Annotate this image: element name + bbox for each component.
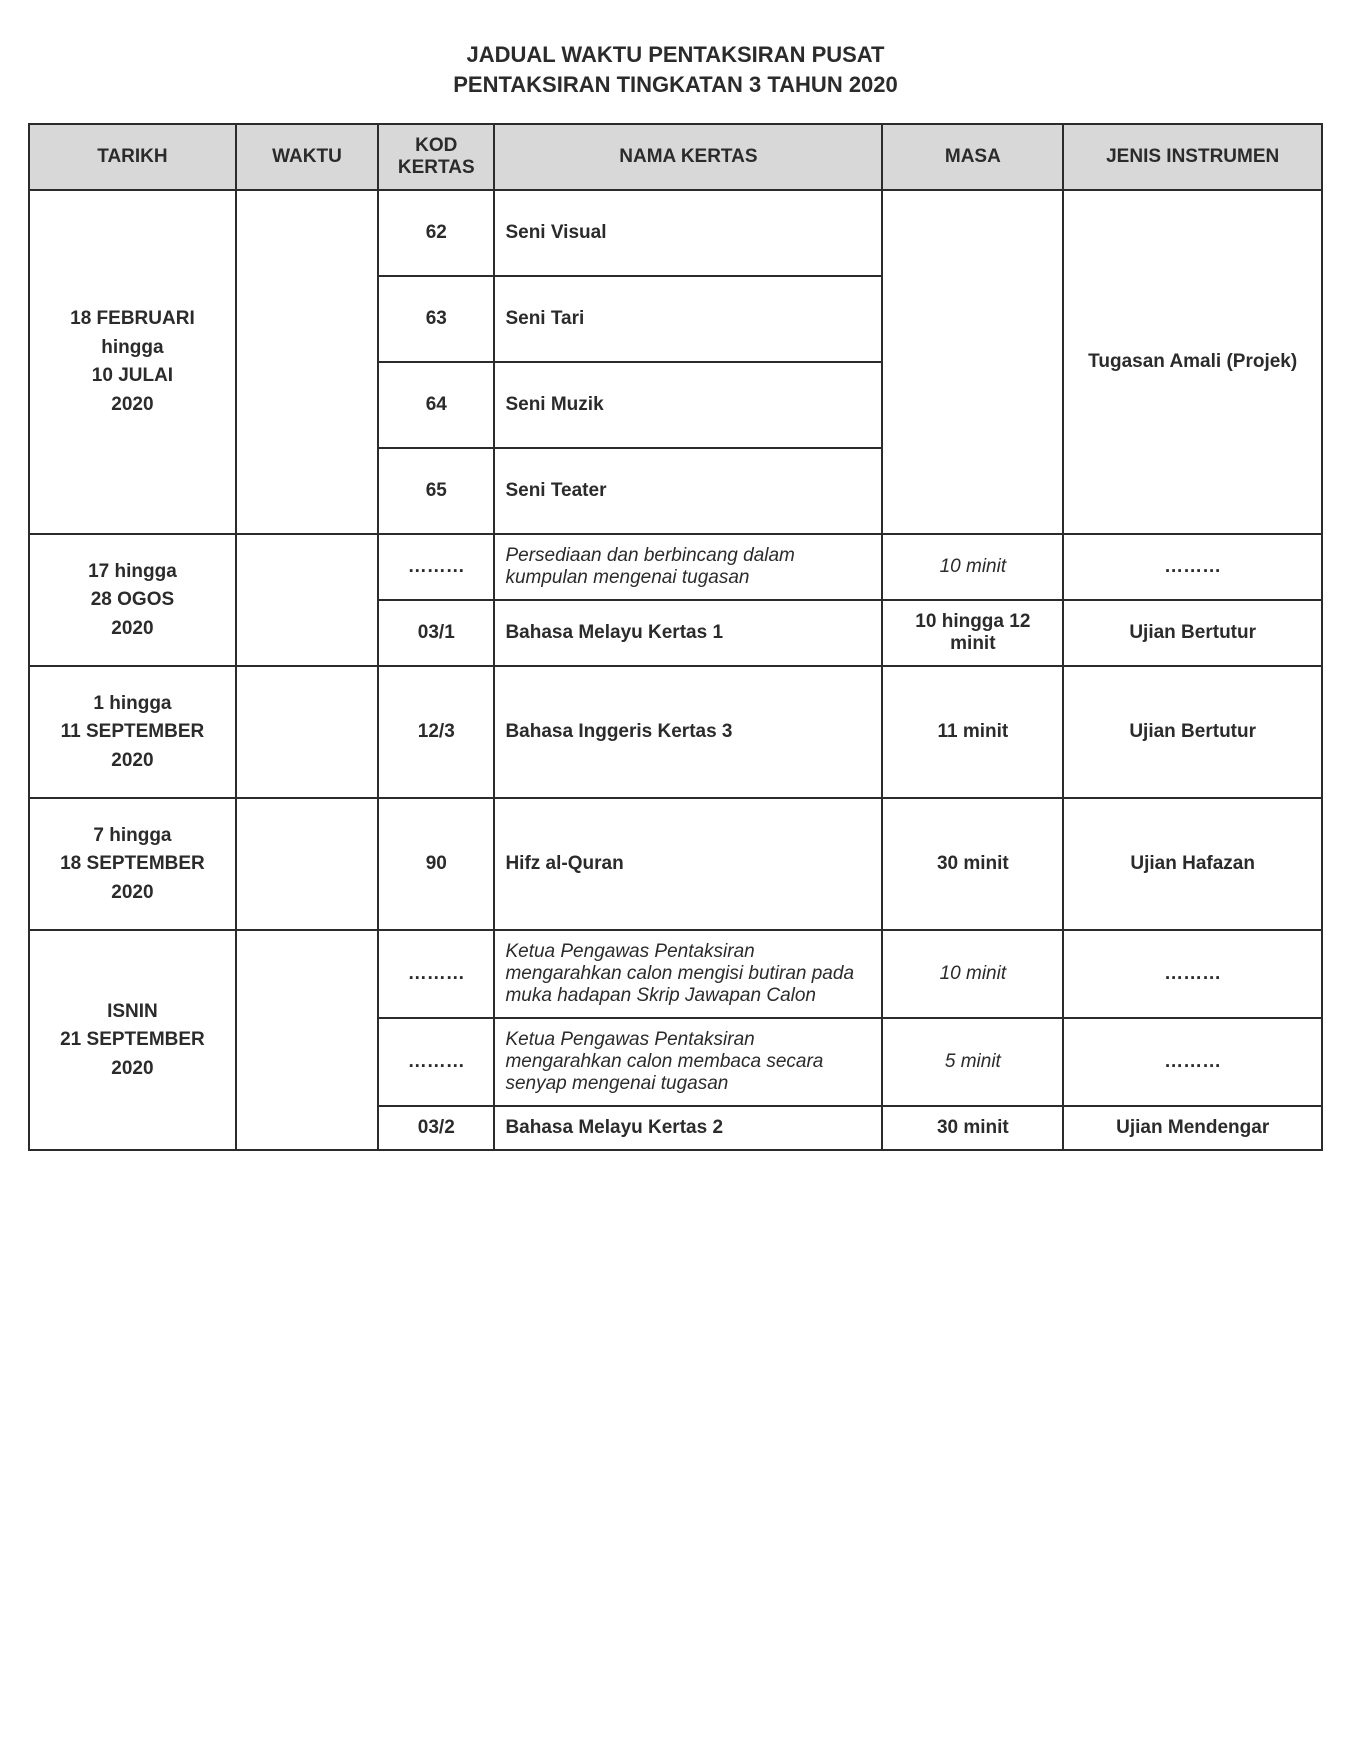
cell-jenis: Ujian Bertutur — [1063, 666, 1322, 798]
col-kod: KOD KERTAS — [378, 124, 494, 190]
cell-tarikh: 18 FEBRUARIhingga10 JULAI2020 — [29, 190, 236, 534]
cell-masa: 10 minit — [882, 930, 1063, 1018]
col-masa: MASA — [882, 124, 1063, 190]
cell-nama: Seni Teater — [494, 448, 882, 534]
cell-waktu — [236, 798, 378, 930]
col-jenis: JENIS INSTRUMEN — [1063, 124, 1322, 190]
cell-jenis: Ujian Bertutur — [1063, 600, 1322, 666]
cell-kod: 90 — [378, 798, 494, 930]
cell-waktu — [236, 190, 378, 534]
cell-jenis: ……… — [1063, 534, 1322, 600]
table-row: 17 hingga28 OGOS2020 ……… Persediaan dan … — [29, 534, 1322, 600]
cell-tarikh: 17 hingga28 OGOS2020 — [29, 534, 236, 666]
cell-jenis: ……… — [1063, 930, 1322, 1018]
cell-kod: 65 — [378, 448, 494, 534]
cell-kod: 03/2 — [378, 1106, 494, 1150]
cell-nama: Ketua Pengawas Pentaksiran mengarahkan c… — [494, 930, 882, 1018]
cell-tarikh: 1 hingga11 SEPTEMBER2020 — [29, 666, 236, 798]
table-row: ISNIN21 SEPTEMBER2020 ……… Ketua Pengawas… — [29, 930, 1322, 1018]
cell-tarikh: 7 hingga18 SEPTEMBER2020 — [29, 798, 236, 930]
cell-nama: Seni Tari — [494, 276, 882, 362]
table-row: 1 hingga11 SEPTEMBER2020 12/3 Bahasa Ing… — [29, 666, 1322, 798]
page-title: JADUAL WAKTU PENTAKSIRAN PUSAT PENTAKSIR… — [28, 40, 1323, 99]
cell-nama: Bahasa Melayu Kertas 2 — [494, 1106, 882, 1150]
cell-masa: 30 minit — [882, 798, 1063, 930]
cell-masa: 10 minit — [882, 534, 1063, 600]
cell-waktu — [236, 930, 378, 1150]
table-row: 7 hingga18 SEPTEMBER2020 90 Hifz al-Qura… — [29, 798, 1322, 930]
col-tarikh: TARIKH — [29, 124, 236, 190]
cell-nama: Bahasa Melayu Kertas 1 — [494, 600, 882, 666]
table-header-row: TARIKH WAKTU KOD KERTAS NAMA KERTAS MASA… — [29, 124, 1322, 190]
cell-kod: ……… — [378, 534, 494, 600]
cell-masa: 30 minit — [882, 1106, 1063, 1150]
cell-jenis: Ujian Mendengar — [1063, 1106, 1322, 1150]
cell-waktu — [236, 666, 378, 798]
cell-nama: Bahasa Inggeris Kertas 3 — [494, 666, 882, 798]
title-line-2: PENTAKSIRAN TINGKATAN 3 TAHUN 2020 — [28, 70, 1323, 100]
cell-jenis: Ujian Hafazan — [1063, 798, 1322, 930]
col-waktu: WAKTU — [236, 124, 378, 190]
title-line-1: JADUAL WAKTU PENTAKSIRAN PUSAT — [28, 40, 1323, 70]
cell-jenis: ……… — [1063, 1018, 1322, 1106]
cell-kod: 64 — [378, 362, 494, 448]
cell-kod: 03/1 — [378, 600, 494, 666]
cell-masa: 5 minit — [882, 1018, 1063, 1106]
cell-jenis: Tugasan Amali (Projek) — [1063, 190, 1322, 534]
cell-tarikh: ISNIN21 SEPTEMBER2020 — [29, 930, 236, 1150]
cell-nama: Seni Muzik — [494, 362, 882, 448]
cell-kod: 62 — [378, 190, 494, 276]
cell-nama: Hifz al-Quran — [494, 798, 882, 930]
cell-kod: 12/3 — [378, 666, 494, 798]
col-nama: NAMA KERTAS — [494, 124, 882, 190]
cell-kod: ……… — [378, 930, 494, 1018]
table-row: 18 FEBRUARIhingga10 JULAI2020 62 Seni Vi… — [29, 190, 1322, 276]
timetable: TARIKH WAKTU KOD KERTAS NAMA KERTAS MASA… — [28, 123, 1323, 1151]
cell-kod: ……… — [378, 1018, 494, 1106]
cell-masa: 10 hingga 12 minit — [882, 600, 1063, 666]
cell-waktu — [236, 534, 378, 666]
cell-nama: Seni Visual — [494, 190, 882, 276]
cell-masa: 11 minit — [882, 666, 1063, 798]
cell-kod: 63 — [378, 276, 494, 362]
cell-masa — [882, 190, 1063, 534]
cell-nama: Ketua Pengawas Pentaksiran mengarahkan c… — [494, 1018, 882, 1106]
cell-nama: Persediaan dan berbincang dalam kumpulan… — [494, 534, 882, 600]
